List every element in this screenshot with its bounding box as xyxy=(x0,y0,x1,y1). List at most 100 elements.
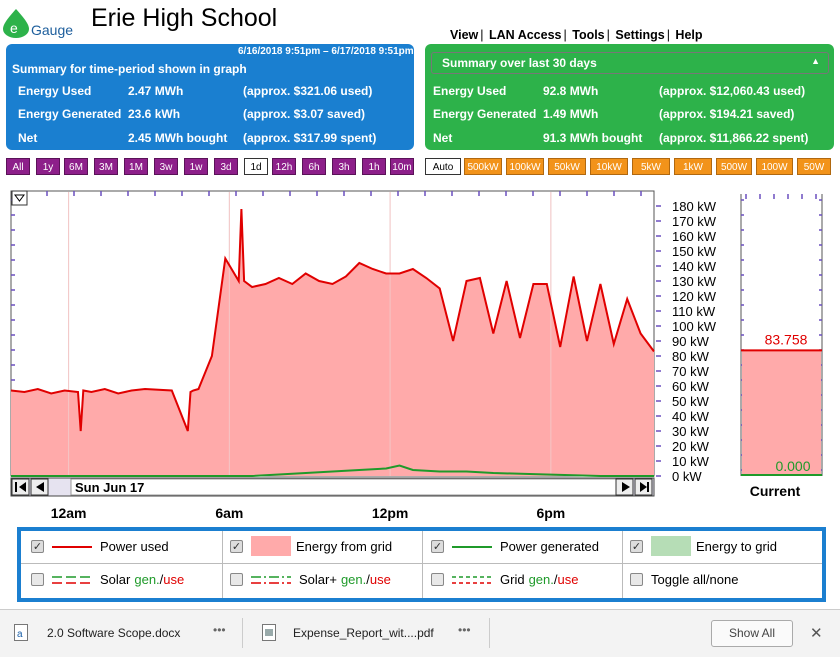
nav-help[interactable]: Help xyxy=(675,28,703,42)
scale-button-1kw[interactable]: 1kW xyxy=(674,158,712,175)
range-button-6m[interactable]: 6M xyxy=(64,158,88,175)
summary-heading: Summary for time-period shown in graph xyxy=(12,62,247,76)
legend-gen: gen. xyxy=(134,572,160,587)
range-button-all[interactable]: All xyxy=(6,158,30,175)
y-tick-label: 0 kW xyxy=(672,469,702,484)
energy-from-grid-area xyxy=(11,209,654,476)
checkbox-power-generated[interactable]: ✓ xyxy=(431,540,444,553)
range-button-6h[interactable]: 6h xyxy=(302,158,326,175)
checkbox-energy-from-grid[interactable]: ✓ xyxy=(230,539,243,553)
solar-plus-dash-icon xyxy=(251,575,291,584)
range-button-1y[interactable]: 1y xyxy=(36,158,60,175)
checkbox-energy-to-grid[interactable]: ✓ xyxy=(630,539,643,553)
egauge-logo-icon: e xyxy=(3,9,29,38)
more-options-icon[interactable]: ••• xyxy=(458,623,471,637)
range-button-1w[interactable]: 1w xyxy=(184,158,208,175)
close-icon[interactable]: ✕ xyxy=(810,625,823,642)
current-label: Current xyxy=(750,483,801,499)
red-line-icon xyxy=(52,545,92,548)
y-tick-label: 180 kW xyxy=(672,199,717,214)
legend-solar-plus[interactable]: Solar+ gen. / use xyxy=(230,572,391,587)
power-used-line xyxy=(10,208,655,432)
checkbox-solar[interactable] xyxy=(31,573,44,586)
download-item-docx[interactable]: 2.0 Software Scope.docx xyxy=(47,626,181,640)
range-button-1h[interactable]: 1h xyxy=(362,158,386,175)
energy-generated-label: Energy Generated xyxy=(18,107,122,121)
net-value: 91.3 MWh bought xyxy=(543,131,643,145)
scale-button-50kw[interactable]: 50kW xyxy=(548,158,586,175)
legend-gen: gen. xyxy=(528,572,554,587)
docx-file-icon: a xyxy=(14,624,28,641)
range-button-3m[interactable]: 3M xyxy=(94,158,118,175)
y-tick-label: 50 kW xyxy=(672,394,710,409)
scale-button-50w[interactable]: 50W xyxy=(797,158,831,175)
svg-text:a: a xyxy=(17,629,23,640)
current-used-bar xyxy=(742,350,821,476)
y-tick-label: 80 kW xyxy=(672,349,710,364)
legend-label: Power generated xyxy=(500,539,600,554)
legend-grid[interactable]: Grid gen. / use xyxy=(431,572,578,587)
range-button-3h[interactable]: 3h xyxy=(332,158,356,175)
green-swatch-icon xyxy=(651,536,691,556)
x-tick-label: 12pm xyxy=(372,505,409,521)
range-button-3w[interactable]: 3w xyxy=(154,158,178,175)
y-tick-label: 70 kW xyxy=(672,364,710,379)
legend-use: use xyxy=(163,572,185,587)
legend-solar[interactable]: Solar gen. / use xyxy=(31,572,184,587)
legend-energy-to-grid[interactable]: ✓ Energy to grid xyxy=(630,536,777,556)
nav-lan-access[interactable]: LAN Access xyxy=(489,28,562,42)
scale-button-10kw[interactable]: 10kW xyxy=(590,158,628,175)
energy-generated-value: 1.49 MWh xyxy=(543,107,599,121)
legend-label: Energy to grid xyxy=(696,538,777,554)
nav-settings[interactable]: Settings xyxy=(615,28,665,42)
summary-period-value: Summary over last 30 days xyxy=(442,56,597,70)
legend-power-used[interactable]: ✓ Power used xyxy=(31,539,169,554)
scale-button-100w[interactable]: 100W xyxy=(756,158,793,175)
checkbox-toggle-all[interactable] xyxy=(630,573,643,586)
energy-used-label: Energy Used xyxy=(18,84,92,98)
scale-button-auto[interactable]: Auto xyxy=(425,158,461,175)
nav-view[interactable]: View xyxy=(450,28,479,42)
legend-energy-from-grid[interactable]: ✓ Energy from grid xyxy=(230,536,392,556)
summary-30-days-panel: Summary over last 30 days ▲ Energy Used … xyxy=(425,44,834,150)
range-button-3d[interactable]: 3d xyxy=(214,158,238,175)
energy-used-value: 92.8 MWh xyxy=(543,84,599,98)
scale-button-500kw[interactable]: 500kW xyxy=(464,158,502,175)
legend-label: Energy from grid xyxy=(296,538,393,554)
checkbox-grid[interactable] xyxy=(431,573,444,586)
range-button-10m[interactable]: 10m xyxy=(390,158,414,175)
y-tick-label: 160 kW xyxy=(672,229,717,244)
time-range: 6/16/2018 9:51pm – 6/17/2018 9:51pm xyxy=(238,46,414,57)
net-note: (approx. $317.99 spent) xyxy=(243,131,377,145)
x-tick-label: 12am xyxy=(51,505,87,521)
y-tick-label: 10 kW xyxy=(672,454,710,469)
summary-graph-panel: 6/16/2018 9:51pm – 6/17/2018 9:51pm Summ… xyxy=(6,44,414,150)
net-label: Net xyxy=(433,131,453,145)
net-note: (approx. $11,866.22 spent) xyxy=(659,131,809,145)
y-tick-label: 30 kW xyxy=(672,424,710,439)
scale-button-100kw[interactable]: 100kW xyxy=(506,158,544,175)
download-item-pdf[interactable]: Expense_Report_wit....pdf xyxy=(293,626,434,640)
nav-tools[interactable]: Tools xyxy=(572,28,605,42)
y-tick-label: 40 kW xyxy=(672,409,710,424)
scale-button-500w[interactable]: 500W xyxy=(716,158,752,175)
scale-button-5kw[interactable]: 5kW xyxy=(632,158,670,175)
summary-period-select[interactable]: Summary over last 30 days ▲ xyxy=(431,52,829,74)
legend-toggle-all[interactable]: Toggle all/none xyxy=(630,572,738,587)
range-button-1m[interactable]: 1M xyxy=(124,158,148,175)
energy-generated-value: 23.6 kWh xyxy=(128,107,181,121)
current-generated-value: 0.000 xyxy=(775,458,810,474)
grid-dash-icon xyxy=(452,575,492,584)
more-options-icon[interactable]: ••• xyxy=(213,623,226,637)
checkbox-solar-plus[interactable] xyxy=(230,573,243,586)
energy-used-note: (approx. $12,060.43 used) xyxy=(659,84,806,98)
legend-label: Solar+ xyxy=(299,572,337,587)
range-button-1d[interactable]: 1d xyxy=(244,158,268,175)
range-button-12h[interactable]: 12h xyxy=(272,158,296,175)
energy-generated-note: (approx. $3.07 saved) xyxy=(243,107,366,121)
checkbox-power-used[interactable]: ✓ xyxy=(31,540,44,553)
net-value: 2.45 MWh bought xyxy=(128,131,228,145)
show-all-button[interactable]: Show All xyxy=(711,620,793,647)
legend-power-generated[interactable]: ✓ Power generated xyxy=(431,539,599,554)
